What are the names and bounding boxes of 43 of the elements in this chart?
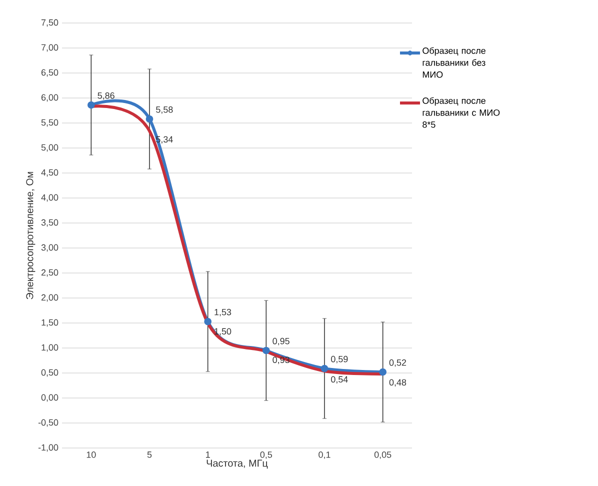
y-tick-label: -0,50: [38, 419, 58, 427]
data-label: 0,93: [272, 356, 290, 364]
y-tick-label: 1,00: [42, 344, 58, 352]
data-label: 0,59: [331, 356, 348, 364]
y-tick-label: 4,00: [41, 194, 58, 202]
y-tick-label: 6,50: [41, 69, 58, 77]
y-tick-label: 6,00: [41, 94, 58, 102]
x-tick-label: 0,5: [260, 452, 272, 459]
x-tick-label: 0,05: [374, 452, 392, 459]
x-axis-title: Частота, МГц: [206, 460, 268, 469]
point: [379, 368, 387, 376]
x-tick-label: 10: [86, 452, 96, 458]
data-label: 0,48: [389, 379, 406, 387]
y-tick-label: 3,50: [41, 219, 58, 227]
point: [87, 101, 95, 109]
point: [146, 115, 154, 123]
data-label: 0,52: [389, 359, 406, 367]
data-label: 5,86: [98, 92, 114, 100]
point: [262, 346, 270, 354]
y-axis-title: Электросопротивление, Ом: [26, 172, 36, 300]
y-tick-label: 7,00: [41, 44, 58, 52]
x-tick-label: 0,1: [318, 452, 330, 459]
y-tick-label: 2,00: [41, 294, 58, 302]
data-label: 5,58: [156, 106, 173, 114]
y-tick-label: 5,00: [41, 144, 58, 152]
x-tick-label: 1: [206, 452, 210, 458]
y-tick-label: 2,50: [41, 269, 58, 277]
data-label: 1,53: [214, 308, 232, 316]
legend-label: Образец после гальваники без МИО: [422, 47, 486, 78]
y-tick-label: 0,50: [41, 369, 58, 377]
y-tick-label: 5,50: [41, 119, 58, 127]
x-tick-label: 5: [147, 452, 152, 458]
point: [204, 318, 212, 326]
y-tick-label: 3,00: [41, 244, 58, 252]
y-tick-label: 1,50: [42, 319, 58, 327]
y-tick-label: 4,50: [41, 169, 58, 177]
y-tick-label: 0,00: [41, 394, 58, 402]
data-label: 0,95: [272, 338, 290, 346]
legend-label: Образец после гальваники с МИО 8*5: [422, 97, 500, 128]
point: [320, 364, 328, 372]
y-tick-label: -1,00: [38, 444, 58, 452]
data-label: 0,54: [331, 376, 348, 384]
y-tick-label: 7,50: [41, 19, 58, 27]
